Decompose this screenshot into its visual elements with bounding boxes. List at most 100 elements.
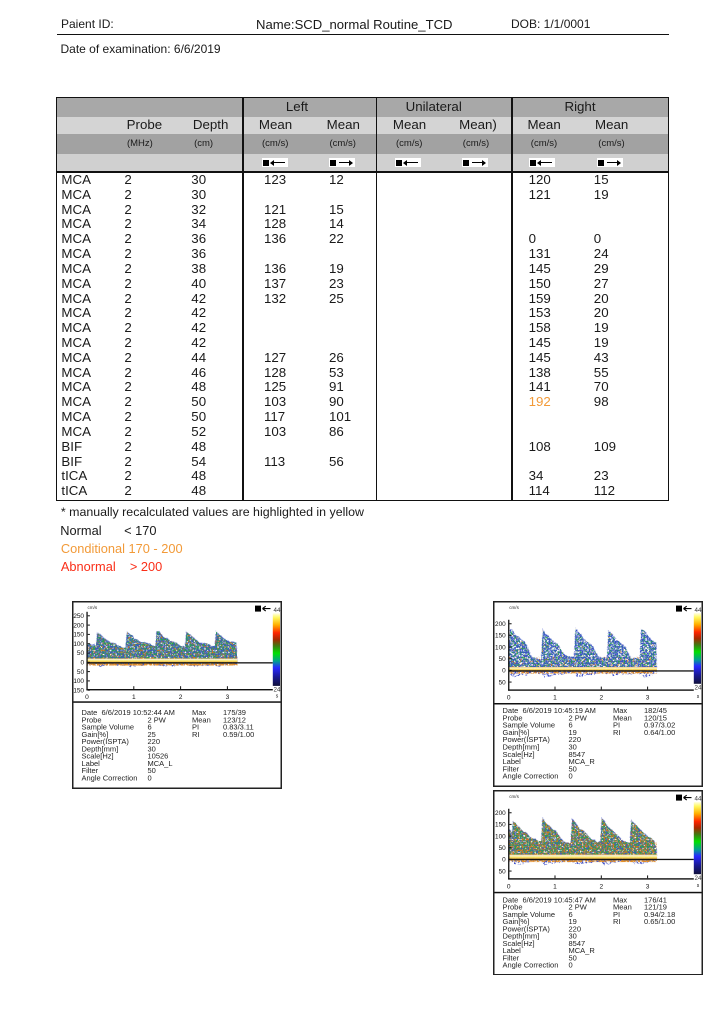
svg-text:100: 100 (73, 678, 84, 685)
svg-text:50: 50 (148, 766, 156, 775)
svg-text:220: 220 (148, 737, 161, 746)
svg-text:0.83/3.11: 0.83/3.11 (223, 722, 254, 731)
svg-text:150: 150 (73, 631, 84, 638)
svg-text:3: 3 (646, 883, 650, 890)
svg-text:1: 1 (553, 694, 557, 701)
svg-text:1: 1 (132, 694, 136, 701)
svg-text:44: 44 (694, 795, 701, 802)
svg-text:0.97/3.02: 0.97/3.02 (644, 721, 675, 730)
svg-text:2: 2 (599, 694, 603, 701)
svg-text:Filter: Filter (82, 766, 99, 775)
svg-text:0.94/2.18: 0.94/2.18 (644, 909, 675, 918)
svg-text:3: 3 (226, 694, 230, 701)
svg-text:24: 24 (274, 686, 281, 693)
svg-text:2: 2 (179, 694, 183, 701)
svg-text:50: 50 (498, 844, 506, 851)
svg-text:Mean: Mean (613, 713, 632, 722)
svg-text:100: 100 (495, 644, 506, 651)
svg-text:30: 30 (148, 744, 156, 753)
svg-text:0: 0 (80, 659, 84, 666)
svg-text:150: 150 (495, 633, 506, 640)
svg-text:Power(ISPTA): Power(ISPTA) (502, 924, 550, 933)
svg-text:s: s (697, 694, 700, 700)
svg-text:Label: Label (502, 757, 521, 766)
svg-text:6/6/2019 10:52:44 AM: 6/6/2019 10:52:44 AM (102, 708, 175, 717)
svg-text:0: 0 (502, 667, 506, 674)
svg-text:0: 0 (148, 773, 152, 782)
svg-text:0: 0 (507, 694, 511, 701)
svg-text:Max: Max (192, 708, 206, 717)
svg-text:MCA_R: MCA_R (568, 946, 595, 955)
svg-text:30: 30 (568, 742, 576, 751)
svg-text:200: 200 (495, 809, 506, 816)
svg-text:200: 200 (495, 621, 506, 628)
svg-text:Filter: Filter (502, 953, 519, 962)
svg-text:50: 50 (77, 668, 85, 675)
svg-text:100: 100 (495, 833, 506, 840)
svg-text:Depth[mm]: Depth[mm] (502, 931, 539, 940)
svg-text:220: 220 (568, 735, 581, 744)
svg-text:50: 50 (498, 868, 506, 875)
svg-text:3: 3 (646, 694, 650, 701)
svg-text:0.64/1.00: 0.64/1.00 (644, 728, 675, 737)
svg-text:Depth[mm]: Depth[mm] (502, 742, 539, 751)
svg-text:Power(ISPTA): Power(ISPTA) (82, 737, 130, 746)
svg-text:PI: PI (613, 909, 620, 918)
svg-text:100: 100 (73, 640, 84, 647)
svg-text:24: 24 (694, 684, 701, 691)
svg-text:Scale[Hz]: Scale[Hz] (82, 751, 114, 760)
svg-text:2: 2 (599, 883, 603, 890)
svg-text:Angle Correction: Angle Correction (502, 771, 558, 780)
svg-text:120/15: 120/15 (644, 713, 667, 722)
svg-text:0: 0 (502, 856, 506, 863)
svg-text:121/19: 121/19 (644, 902, 667, 911)
svg-text:Max: Max (613, 706, 627, 715)
svg-text:Probe: Probe (502, 713, 522, 722)
svg-text:19: 19 (568, 728, 576, 737)
svg-text:150: 150 (495, 821, 506, 828)
svg-text:10526: 10526 (148, 751, 169, 760)
svg-text:PI: PI (613, 721, 620, 730)
svg-text:50: 50 (568, 764, 576, 773)
svg-text:250: 250 (73, 613, 84, 620)
svg-text:24: 24 (694, 874, 701, 881)
svg-text:cm/s: cm/s (88, 605, 98, 610)
svg-text:6: 6 (568, 721, 572, 730)
svg-text:Depth[mm]: Depth[mm] (82, 744, 119, 753)
svg-text:Scale[Hz]: Scale[Hz] (502, 938, 534, 947)
svg-text:50: 50 (568, 953, 576, 962)
svg-text:2 PW: 2 PW (568, 902, 587, 911)
svg-text:50: 50 (77, 650, 85, 657)
svg-text:6/6/2019 10:45:19 AM: 6/6/2019 10:45:19 AM (522, 706, 595, 715)
svg-text:200: 200 (73, 622, 84, 629)
svg-text:0.59/1.00: 0.59/1.00 (223, 729, 254, 738)
svg-text:RI: RI (613, 917, 621, 926)
svg-text:Mean: Mean (192, 715, 211, 724)
svg-text:30: 30 (568, 931, 576, 940)
svg-text:Max: Max (613, 895, 627, 904)
svg-text:MCA_R: MCA_R (568, 757, 595, 766)
svg-text:RI: RI (613, 728, 621, 737)
svg-text:Gain[%]: Gain[%] (502, 728, 529, 737)
svg-text:Gain[%]: Gain[%] (502, 917, 529, 926)
svg-text:Sample Volume: Sample Volume (502, 721, 555, 730)
svg-text:0: 0 (568, 960, 572, 969)
svg-text:s: s (276, 693, 279, 699)
svg-text:25: 25 (148, 729, 156, 738)
svg-text:6: 6 (148, 722, 152, 731)
svg-text:Angle Correction: Angle Correction (82, 773, 138, 782)
svg-text:176/41: 176/41 (644, 895, 667, 904)
svg-text:Mean: Mean (613, 902, 632, 911)
svg-text:Label: Label (82, 758, 101, 767)
svg-text:Power(ISPTA): Power(ISPTA) (502, 735, 550, 744)
svg-text:44: 44 (694, 607, 701, 614)
svg-text:2 PW: 2 PW (568, 713, 587, 722)
svg-text:MCA_L: MCA_L (148, 758, 173, 767)
svg-text:8547: 8547 (568, 938, 585, 947)
svg-text:0: 0 (507, 883, 511, 890)
svg-text:44: 44 (274, 607, 281, 614)
svg-text:Sample Volume: Sample Volume (82, 722, 135, 731)
svg-text:50: 50 (498, 679, 506, 686)
svg-text:Scale[Hz]: Scale[Hz] (502, 750, 534, 759)
svg-text:s: s (697, 882, 700, 888)
